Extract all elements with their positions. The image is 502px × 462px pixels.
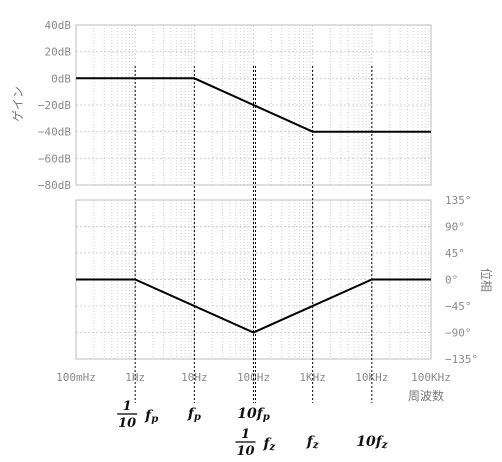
marker-symbol: fz [263,436,276,453]
y-tick-label: −40dB [38,126,71,139]
x-axis-title: 周波数 [408,388,444,403]
y-tick-label: −80dB [38,179,71,192]
y-axis-title: ゲイン [11,86,25,122]
y-tick-label: 20dB [45,46,72,59]
marker-symbol: fp [144,408,158,425]
series-line [76,278,431,334]
gain-panel [75,24,432,186]
y-tick-label: 40dB [45,19,72,32]
y-tick-label: 0dB [51,72,71,85]
x-tick-label: 1Hz [125,371,145,384]
marker-symbol: 10fp [237,406,270,423]
y-tick-label: −135° [445,353,478,366]
plot-frame [75,24,432,186]
x-tick-label: 10Hz [181,371,208,384]
x-tick-label: 100KHz [411,371,451,384]
y-tick-label: 135° [445,194,472,207]
marker-symbol: 10fz [356,434,388,451]
marker-symbol: fp [187,406,201,423]
fraction-numerator: 1 [123,399,132,414]
y-tick-label: −90° [445,327,472,340]
fraction-denominator: 10 [236,444,254,459]
fraction-numerator: 1 [241,427,250,442]
y-tick-label: 45° [445,247,465,260]
y-tick-label: 90° [445,221,465,234]
y-tick-label: 0° [445,274,458,287]
fraction-denominator: 10 [118,416,136,431]
y-tick-label: −60dB [38,152,71,165]
x-tick-label: 100Hz [237,371,270,384]
y-axis-title: 位相 [479,268,494,292]
x-tick-label: 10KHz [355,371,388,384]
x-tick-label: 100mHz [56,371,96,384]
x-tick-label: 1KHz [299,371,326,384]
y-tick-label: −20dB [38,99,71,112]
y-tick-label: −45° [445,300,472,313]
marker-symbol: fz [306,434,319,451]
